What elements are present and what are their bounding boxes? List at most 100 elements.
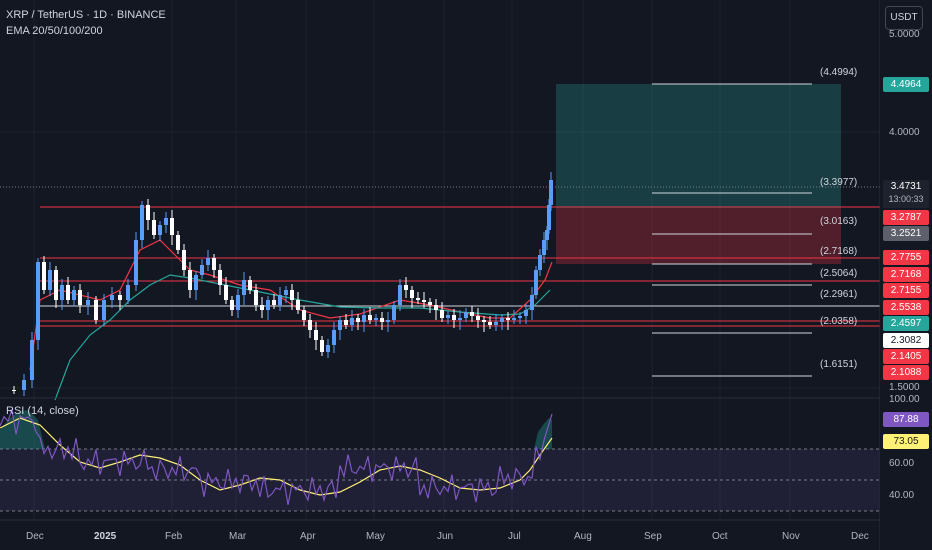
candle-body (534, 270, 538, 295)
candle-body (458, 318, 462, 320)
candle-body (506, 318, 510, 320)
time-label: Jul (508, 531, 521, 542)
candle-body (434, 305, 438, 310)
candle-body (332, 330, 336, 345)
candle-body (134, 240, 138, 285)
candle-body (110, 295, 114, 300)
candle-body (242, 280, 246, 295)
ema20-line (29, 239, 553, 371)
fib-label: (2.2961) (820, 289, 858, 300)
candle-body (308, 320, 312, 330)
candle-body (60, 285, 64, 300)
currency-button[interactable]: USDT (885, 6, 923, 30)
candle-body (218, 270, 222, 285)
fib-label: (2.7168) (820, 246, 858, 257)
candle-body (338, 320, 342, 330)
price-badge-target: 4.4964 (883, 77, 929, 92)
candle-body (42, 262, 46, 290)
candle-body (86, 300, 90, 305)
candle-body (102, 300, 106, 320)
candle-body (290, 290, 294, 300)
candle-body (78, 290, 82, 305)
time-label: Dec (851, 531, 869, 542)
fib-label: (1.6151) (820, 359, 858, 370)
time-label: Nov (782, 531, 800, 542)
candle-body (368, 315, 372, 320)
candle-body (374, 318, 378, 320)
candle-body (176, 235, 180, 250)
price-badge: 2.4597 (883, 316, 929, 331)
candle-body (158, 225, 162, 235)
candle-body (152, 220, 156, 235)
candle-body (260, 305, 264, 310)
candle-body (416, 298, 420, 300)
candle-body (284, 290, 288, 295)
candle-body (188, 270, 192, 290)
candle-body (224, 285, 228, 300)
candle-body (236, 295, 240, 310)
candle-body (194, 275, 198, 290)
price-chart[interactable] (0, 0, 880, 550)
candle-body (362, 315, 366, 322)
candle-body (500, 318, 504, 322)
candle-body (66, 285, 70, 300)
price-badge: 2.7755 (883, 250, 929, 265)
rsi-tick: 60.00 (889, 458, 915, 469)
price-badge-current: 3.4731 13:00:33 (883, 180, 929, 208)
fib-label: (2.5064) (820, 268, 858, 279)
candle-body (206, 258, 210, 265)
candle-body (94, 300, 98, 320)
time-label: Oct (712, 531, 728, 542)
candle-body (476, 316, 480, 320)
target-zone[interactable] (556, 84, 841, 208)
candle-body (170, 218, 174, 235)
time-label: 2025 (94, 531, 117, 542)
rsi-line (0, 409, 553, 505)
candle-body (428, 302, 432, 305)
stop-zone[interactable] (556, 208, 841, 264)
grid (0, 0, 880, 520)
time-label: Sep (644, 531, 662, 542)
fib-label: (3.0163) (820, 216, 858, 227)
candle-body (272, 300, 276, 305)
candle-body (398, 285, 402, 305)
candle-body (314, 330, 318, 340)
candle-body (36, 262, 40, 340)
time-label: Dec (26, 531, 44, 542)
price-badge: 3.2787 (883, 210, 929, 225)
candle-body (326, 345, 330, 352)
candle-body (452, 315, 456, 320)
indicator-title[interactable]: EMA 20/50/100/200 (6, 25, 103, 37)
candle-body (518, 316, 522, 318)
candle-body (545, 230, 549, 240)
fib-lines[interactable] (652, 83, 812, 377)
candle-body (126, 285, 130, 300)
candle-body (12, 390, 16, 391)
candle-body (494, 322, 498, 325)
rsi-ma-badge: 73.05 (883, 434, 929, 449)
rsi-tick: 40.00 (889, 490, 915, 501)
time-label: May (366, 531, 385, 542)
rsi-tick: 100.00 (889, 394, 920, 405)
candle-body (542, 240, 546, 255)
price-badge: 2.1088 (883, 365, 929, 380)
symbol-title[interactable]: XRP / TetherUS · 1D · BINANCE (6, 9, 166, 21)
time-label: Jun (437, 531, 454, 542)
rsi-title[interactable]: RSI (14, close) (6, 405, 79, 417)
candle-body (470, 312, 474, 316)
time-label: Aug (574, 531, 592, 542)
price-candles (12, 172, 553, 396)
candle-body (386, 320, 390, 322)
price-badge: 2.5538 (883, 300, 929, 315)
rsi-overbought-fill-left (0, 410, 45, 449)
candle-body (72, 290, 76, 300)
ema50-line (54, 274, 551, 401)
candle-body (422, 300, 426, 302)
candle-body (164, 218, 168, 225)
candle-body (350, 318, 354, 325)
candle-body (30, 340, 34, 380)
current-price-value: 3.4731 (890, 181, 922, 192)
fib-label: (4.4994) (820, 67, 858, 78)
rsi-badge: 87.88 (883, 412, 929, 427)
fib-label: (2.0358) (820, 316, 858, 327)
